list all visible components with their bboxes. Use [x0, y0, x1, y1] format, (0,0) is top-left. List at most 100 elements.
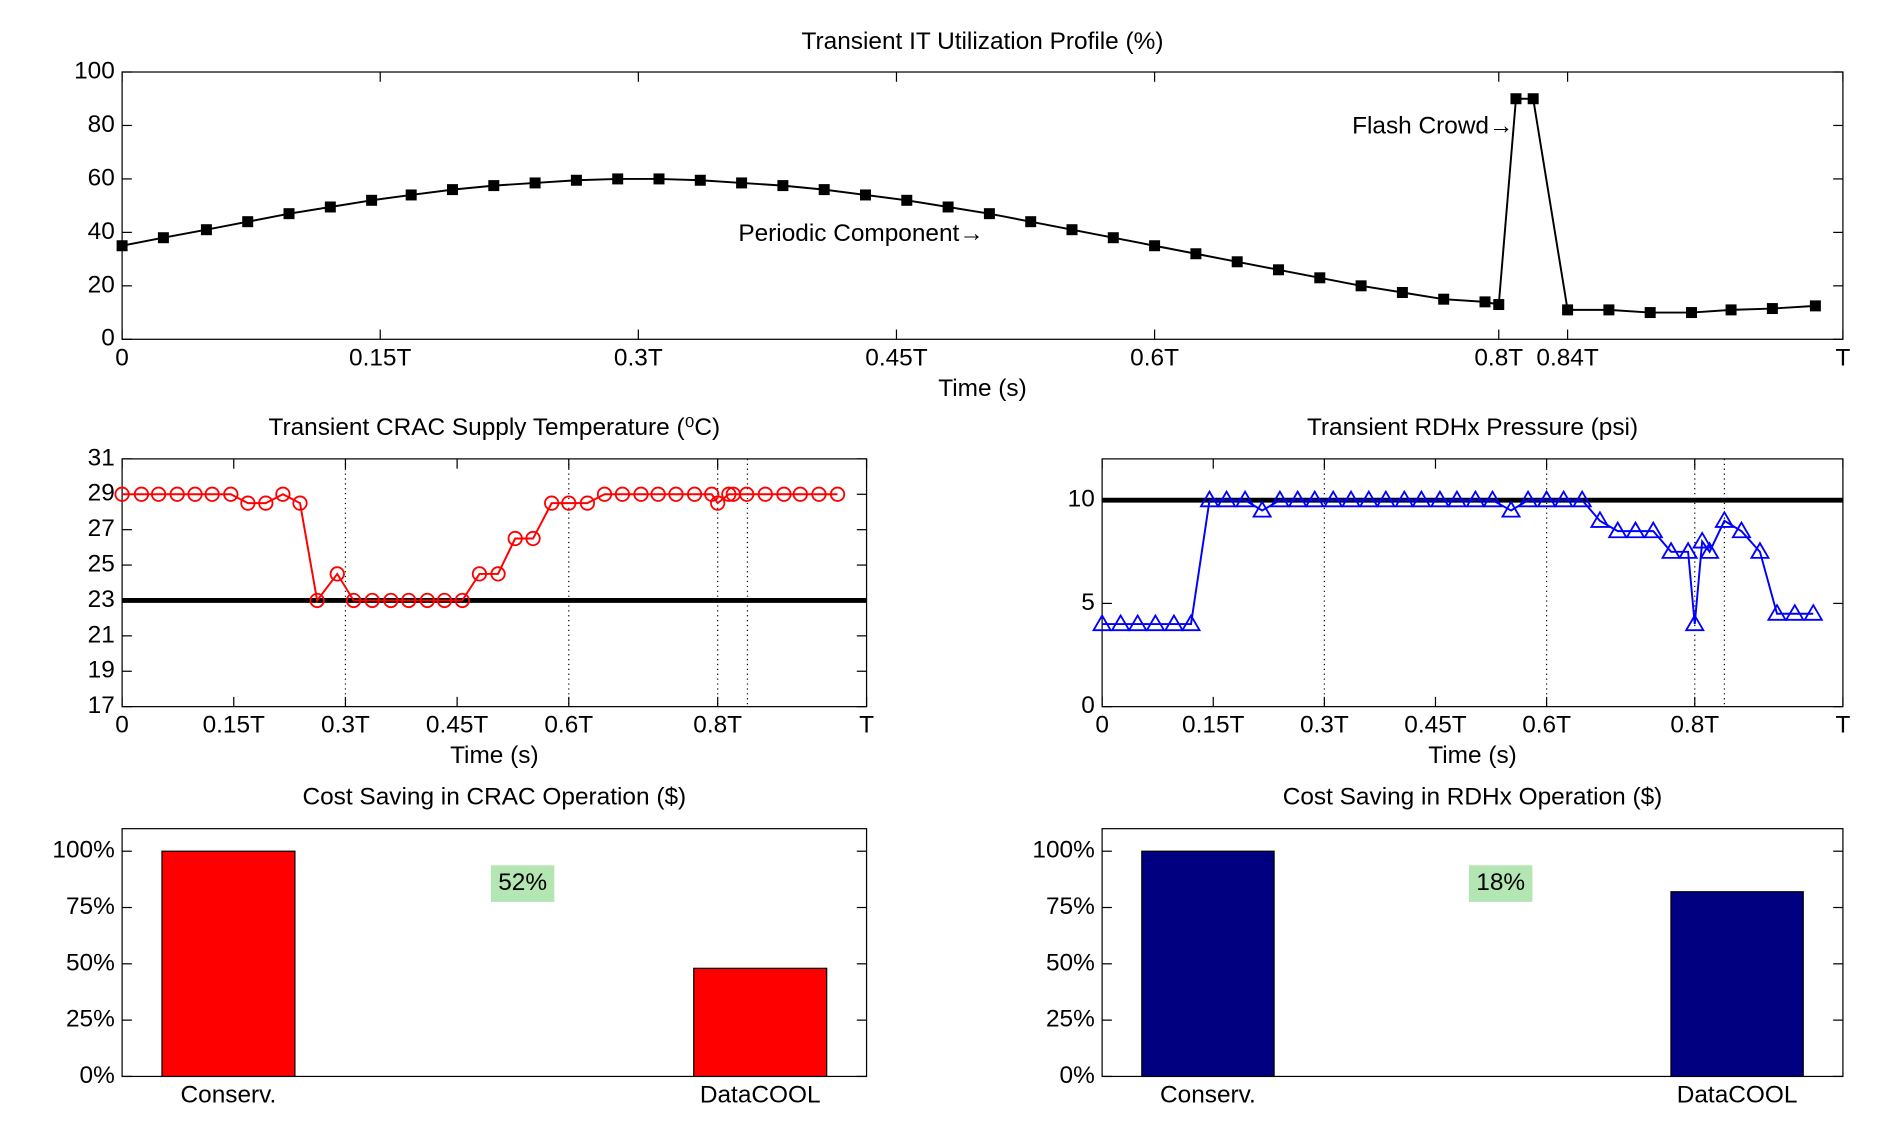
marker: [1803, 603, 1824, 621]
marker: [1145, 613, 1166, 632]
marker: [1644, 307, 1656, 319]
marker: [1572, 489, 1593, 508]
marker: [1446, 489, 1468, 508]
x-tick-label: T: [1835, 712, 1850, 739]
marker: [488, 180, 500, 192]
marker: [1731, 520, 1752, 539]
x-tick-label: DataCOOL: [1677, 1081, 1798, 1108]
marker: [1536, 489, 1557, 508]
marker: [1066, 224, 1078, 236]
y-tick-label: 5: [1081, 589, 1095, 616]
y-tick-label: 31: [88, 444, 115, 471]
x-tick-label: Conserv.: [1160, 1081, 1256, 1108]
marker: [1110, 613, 1131, 632]
marker: [258, 495, 274, 511]
marker: [1314, 272, 1326, 284]
marker: [1127, 613, 1148, 632]
marker: [324, 201, 336, 213]
plot-frame: [121, 828, 868, 1078]
marker: [1216, 489, 1237, 508]
marker: [1438, 293, 1450, 305]
annotation: 18%: [1476, 869, 1525, 896]
marker: [114, 486, 130, 502]
marker: [1692, 531, 1713, 549]
marker: [612, 173, 624, 185]
marker: [223, 486, 239, 502]
marker: [1190, 248, 1202, 260]
marker: [570, 174, 582, 186]
marker: [811, 486, 827, 502]
x-tick-label: 0.8T: [693, 712, 742, 739]
y-tick-label: 75%: [66, 893, 115, 920]
marker: [860, 189, 871, 201]
x-axis-label: Time (s): [450, 742, 539, 769]
x-axis-label: Time (s): [938, 375, 1027, 402]
marker: [561, 495, 577, 511]
marker: [1562, 304, 1574, 316]
annotation: 52%: [498, 869, 547, 896]
chart-title: Transient CRAC Supply Temperature (⁰C): [268, 414, 720, 441]
marker: [777, 180, 789, 192]
marker: [736, 177, 748, 189]
marker: [983, 208, 995, 220]
marker: [1714, 510, 1735, 528]
marker: [490, 566, 506, 582]
marker: [1784, 603, 1805, 621]
marker: [1589, 510, 1611, 528]
x-tick-label: DataCOOL: [700, 1081, 821, 1108]
marker: [694, 174, 706, 186]
marker: [1809, 300, 1821, 312]
marker: [1482, 489, 1503, 508]
marker: [1607, 520, 1628, 539]
x-tick-label: 0.45T: [1404, 712, 1466, 739]
marker: [1603, 304, 1615, 316]
x-axis-label: Time (s): [1428, 742, 1517, 769]
y-tick-label: 0%: [80, 1062, 115, 1089]
marker: [901, 194, 913, 206]
marker: [116, 240, 128, 252]
x-tick-label: 0: [1095, 712, 1109, 739]
y-tick-label: 40: [88, 218, 115, 245]
marker: [1394, 489, 1415, 508]
marker: [1358, 489, 1379, 508]
x-tick-label: 0.8T: [1474, 344, 1523, 371]
marker: [364, 592, 380, 609]
marker: [668, 486, 684, 502]
x-tick-label: 0: [115, 712, 129, 739]
marker: [1234, 489, 1256, 508]
marker: [776, 486, 792, 502]
marker: [204, 486, 220, 502]
y-tick-label: 0: [1081, 692, 1095, 719]
marker: [275, 486, 291, 502]
x-tick-label: 0.84T: [1536, 344, 1598, 371]
marker: [1025, 216, 1037, 228]
plot-frame: [121, 458, 868, 708]
y-tick-label: 80: [88, 111, 115, 138]
marker: [710, 495, 726, 511]
marker: [579, 495, 596, 511]
marker: [1625, 520, 1646, 539]
marker: [1686, 307, 1697, 319]
x-tick-label: 0: [115, 344, 129, 371]
marker: [401, 592, 417, 609]
marker: [1180, 613, 1202, 632]
plot-frame: [1101, 828, 1844, 1078]
marker: [1553, 489, 1574, 508]
marker: [1725, 304, 1737, 316]
marker: [454, 592, 470, 609]
marker: [1766, 603, 1788, 621]
marker: [686, 486, 703, 502]
y-tick-label: 17: [88, 692, 115, 719]
marker: [345, 592, 362, 609]
x-tick-label: 0.15T: [349, 344, 411, 371]
marker: [650, 486, 666, 502]
marker: [309, 592, 325, 609]
bar: [161, 850, 296, 1078]
y-tick-label: 100: [74, 57, 115, 84]
series-line: [122, 493, 838, 603]
plot-frame: [121, 71, 1844, 340]
series-line: [1102, 499, 1814, 626]
marker: [292, 495, 308, 511]
marker: [1323, 489, 1344, 508]
